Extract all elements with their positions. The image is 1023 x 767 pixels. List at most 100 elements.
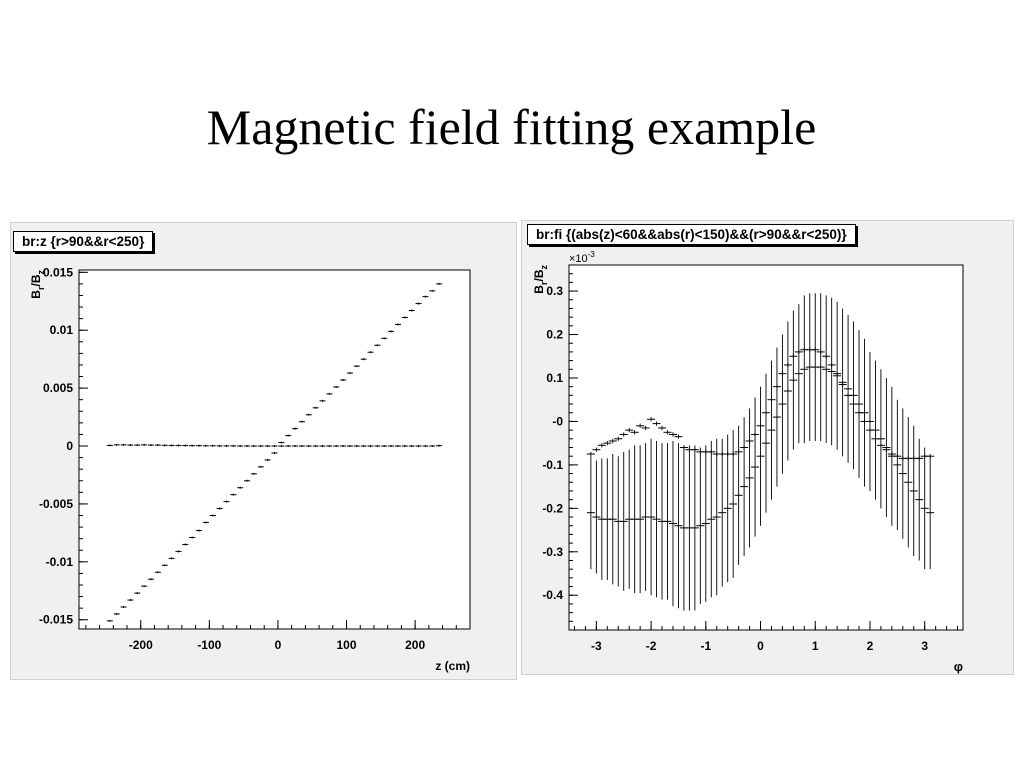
data-point xyxy=(401,316,408,319)
data-point xyxy=(926,454,935,459)
data-point xyxy=(652,421,661,426)
data-point xyxy=(668,432,677,437)
data-point xyxy=(189,536,196,539)
data-point xyxy=(381,445,388,448)
data-point xyxy=(346,445,353,448)
data-point xyxy=(712,438,721,596)
data-point xyxy=(340,379,347,382)
data-point xyxy=(182,444,189,447)
data-point xyxy=(381,337,388,340)
data-point xyxy=(762,410,770,415)
data-point xyxy=(794,304,803,444)
x-tick-label: 2 xyxy=(867,639,874,653)
data-point xyxy=(161,444,168,447)
x-tick-label: 0 xyxy=(757,639,764,653)
data-point xyxy=(168,444,175,447)
data-point xyxy=(636,445,645,594)
data-point xyxy=(898,408,907,539)
data-point xyxy=(360,445,367,448)
data-point xyxy=(756,423,765,428)
data-point xyxy=(202,444,209,447)
data-point xyxy=(305,413,312,416)
data-point xyxy=(915,456,924,461)
data-point xyxy=(789,310,798,450)
data-point xyxy=(113,612,120,615)
data-point xyxy=(168,557,175,560)
data-point xyxy=(154,571,161,574)
data-point xyxy=(762,373,770,513)
data-point xyxy=(333,445,340,448)
data-point xyxy=(882,447,891,452)
data-point xyxy=(740,445,749,450)
data-point xyxy=(209,514,216,517)
data-point xyxy=(285,445,292,448)
data-point xyxy=(816,349,825,355)
data-point xyxy=(887,451,896,457)
data-point xyxy=(647,417,656,422)
data-point xyxy=(849,401,858,407)
data-point xyxy=(740,417,749,557)
y-tick-label: 0.01 xyxy=(50,323,74,337)
data-point xyxy=(707,449,716,455)
data-point xyxy=(865,427,874,433)
data-point xyxy=(148,578,155,581)
data-point xyxy=(436,444,443,447)
data-point xyxy=(394,445,401,448)
x-tick-label: 200 xyxy=(405,638,425,652)
data-point xyxy=(292,427,299,430)
data-point xyxy=(811,347,820,352)
chart-br-fi: -3 -2 -1 0 1 2 3 -0.4 -0.3 -0.2 -0.1 -0 0.1 0.2 0.3 φ Br… xyxy=(532,250,964,674)
data-point xyxy=(778,334,787,474)
data-point xyxy=(422,295,429,298)
data-point xyxy=(223,444,230,447)
data-point xyxy=(833,301,842,450)
data-point xyxy=(106,444,113,447)
data-point xyxy=(429,289,436,292)
data-point xyxy=(658,425,667,431)
data-point xyxy=(592,447,601,452)
data-point xyxy=(408,445,415,448)
data-point xyxy=(223,500,230,503)
data-point xyxy=(257,445,264,448)
slide-title: Magnetic field fitting example xyxy=(206,99,817,155)
data-point xyxy=(729,451,738,457)
data-point xyxy=(415,302,422,305)
data-point xyxy=(860,419,869,424)
plot-frame xyxy=(78,269,471,630)
y-tick-label: 0.3 xyxy=(546,284,563,298)
data-point xyxy=(250,472,257,475)
data-point xyxy=(436,282,443,285)
data-point xyxy=(353,365,360,368)
stats-title-box: br:z {r>90&&r<250} xyxy=(13,231,154,252)
data-point xyxy=(833,371,842,376)
y-tick-label: -0.005 xyxy=(39,497,73,511)
data-point xyxy=(838,308,847,457)
data-point xyxy=(893,454,902,459)
x-axis-label: z (cm) xyxy=(435,659,470,673)
data-point xyxy=(641,425,650,431)
data-point xyxy=(816,293,825,441)
data-point xyxy=(415,445,422,448)
data-point xyxy=(630,430,639,435)
data-point xyxy=(298,445,305,448)
data-point xyxy=(920,447,929,570)
data-point xyxy=(209,444,216,447)
y-tick-label: -0.2 xyxy=(542,501,563,515)
y-tick-label: -0.1 xyxy=(542,458,563,472)
data-point xyxy=(244,479,251,482)
data-point xyxy=(367,351,374,354)
data-point xyxy=(679,445,688,450)
data-point xyxy=(844,393,853,398)
data-point xyxy=(647,438,656,596)
data-point xyxy=(608,438,617,444)
data-point xyxy=(734,425,743,565)
data-point xyxy=(319,399,326,402)
data-point xyxy=(148,444,155,447)
data-point xyxy=(312,445,319,448)
data-point xyxy=(701,445,710,602)
x-tick-label: 100 xyxy=(337,638,357,652)
data-point xyxy=(285,434,292,437)
data-point xyxy=(756,386,765,526)
data-point xyxy=(855,410,864,415)
data-point xyxy=(608,454,617,585)
